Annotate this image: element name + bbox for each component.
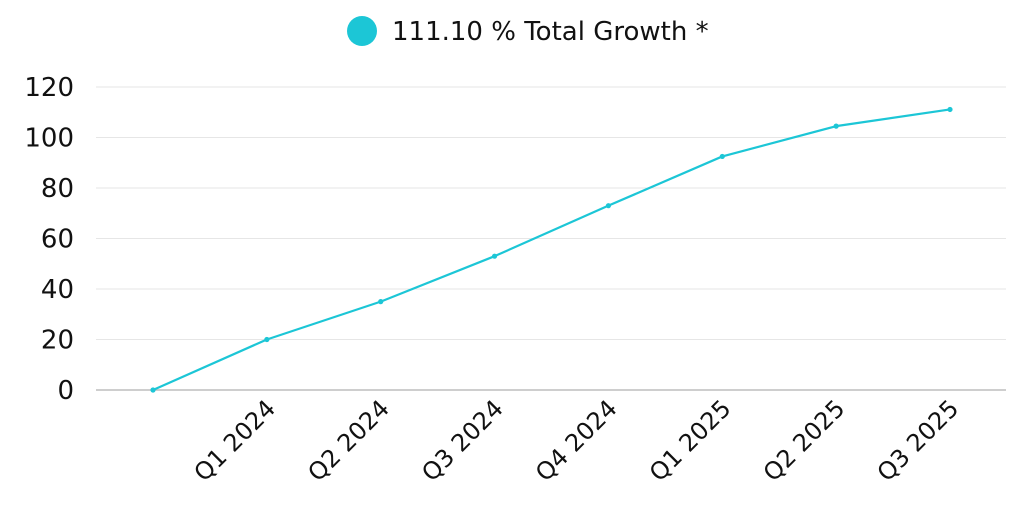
x-tick-label: Q4 2024	[530, 394, 623, 487]
x-axis-ticks: Q1 2024 Q2 2024 Q3 2024 Q4 2024 Q1 2025 Q2 20…	[189, 394, 965, 487]
data-point	[605, 203, 612, 209]
legend-label: 111.10 % Total Growth *	[392, 17, 709, 47]
y-tick-label: 20	[41, 326, 74, 356]
data-point	[947, 106, 953, 113]
x-tick-label: Q3 2024	[416, 394, 509, 487]
x-tick-label: Q1 2024	[189, 394, 282, 487]
series-layer	[150, 106, 953, 393]
data-point	[378, 299, 384, 305]
x-tick-label: Q2 2024	[302, 394, 395, 487]
series-line	[152, 108, 951, 392]
y-tick-label: 60	[41, 225, 74, 255]
y-tick-label: 40	[41, 275, 74, 305]
y-axis-ticks: 0 20 40 60 80 100 120	[24, 73, 74, 406]
legend-marker	[347, 16, 377, 46]
y-tick-label: 0	[57, 376, 74, 406]
legend: 111.10 % Total Growth *	[347, 16, 709, 47]
gridlines	[96, 86, 1006, 391]
data-point	[264, 336, 270, 343]
x-tick-label: Q1 2025	[644, 394, 737, 487]
x-tick-label: Q2 2025	[758, 394, 851, 487]
y-tick-label: 100	[24, 124, 74, 154]
y-tick-label: 120	[24, 73, 74, 103]
data-point	[719, 153, 725, 160]
y-tick-label: 80	[41, 174, 74, 204]
data-point	[833, 123, 839, 129]
data-point	[150, 387, 156, 393]
x-tick-label: Q3 2025	[872, 394, 965, 487]
data-point	[491, 253, 498, 259]
